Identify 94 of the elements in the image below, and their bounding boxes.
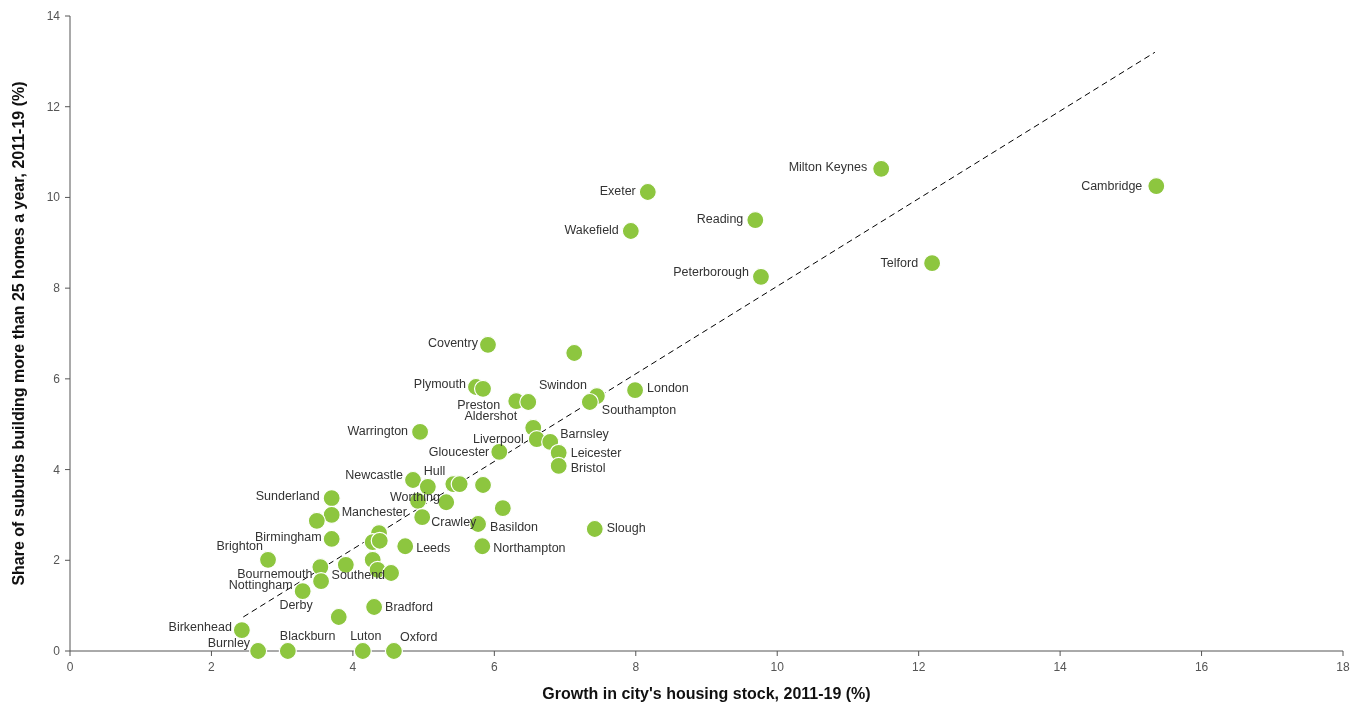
annotation: Reading xyxy=(696,212,744,227)
annotation: Plymouth xyxy=(413,377,466,392)
point xyxy=(751,267,771,286)
point xyxy=(585,519,604,539)
y-tick-label: 2 xyxy=(53,553,61,568)
annotation: Bristol xyxy=(570,460,606,475)
y-tick-label: 8 xyxy=(53,281,61,296)
point xyxy=(746,211,765,230)
x-tick-label: 12 xyxy=(911,660,926,674)
annotation: Sunderland xyxy=(255,489,320,504)
x-tick-label: 2 xyxy=(208,660,216,674)
point xyxy=(384,641,404,661)
annotation: Liverpool xyxy=(473,432,524,447)
y-tick-label: 0 xyxy=(53,644,61,658)
annotation: Warrington xyxy=(347,423,409,438)
annotation: Oxford xyxy=(399,630,438,644)
annotation: Southend xyxy=(331,567,386,582)
annotation: Derby xyxy=(279,597,314,612)
annotation: Exeter xyxy=(599,183,636,198)
annotation: Aldershot xyxy=(464,408,518,423)
point xyxy=(329,607,348,627)
annotation: Manchester xyxy=(341,504,407,519)
x-tick-label: 14 xyxy=(1053,660,1068,674)
annotation: Leeds xyxy=(416,541,451,556)
annotation: Telford xyxy=(880,256,919,271)
x-tick-label: 16 xyxy=(1194,660,1209,674)
y-tick-label: 10 xyxy=(46,190,61,205)
point xyxy=(923,254,942,273)
annotation: Newcastle xyxy=(345,468,404,482)
x-tick-label: 18 xyxy=(1336,660,1350,674)
annotation: Milton Keynes xyxy=(788,159,868,174)
annotation: London xyxy=(647,381,689,396)
x-tick-label: 4 xyxy=(349,660,357,674)
annotation: Barnsley xyxy=(560,426,610,441)
annotation: Swindon xyxy=(538,378,587,393)
point xyxy=(625,381,645,400)
annotation: Nottingham xyxy=(228,578,293,593)
point xyxy=(473,475,493,495)
point xyxy=(1147,176,1166,196)
point xyxy=(872,159,891,178)
point xyxy=(580,392,599,412)
point xyxy=(307,511,326,530)
point xyxy=(396,537,415,556)
annotation: Birkenhead xyxy=(168,620,232,635)
annotation: Gloucester xyxy=(428,444,490,459)
point xyxy=(437,493,456,512)
y-tick-label: 4 xyxy=(53,462,61,477)
point xyxy=(311,572,331,591)
x-axis-title: Growth in city's housing stock, 2011-19 (%) xyxy=(542,685,871,702)
x-tick-label: 0 xyxy=(66,660,74,674)
point xyxy=(249,641,268,661)
point xyxy=(549,456,568,476)
y-axis-title: Share of suburbs building more than 25 homes a year, 2011-19 (%) xyxy=(10,81,27,586)
point xyxy=(413,508,432,527)
x-tick-label: 8 xyxy=(632,660,640,674)
annotation: Coventry xyxy=(427,335,479,350)
annotation: Blackburn xyxy=(279,629,336,643)
point xyxy=(322,505,341,525)
annotation: Cambridge xyxy=(1081,179,1143,194)
y-tick-label: 14 xyxy=(46,9,61,23)
point xyxy=(365,597,384,617)
point xyxy=(370,531,389,550)
annotation: Northampton xyxy=(493,541,566,556)
point xyxy=(478,335,498,354)
y-tick-label: 6 xyxy=(53,371,61,386)
point xyxy=(232,621,251,640)
point xyxy=(565,343,584,363)
x-tick-label: 6 xyxy=(490,660,498,674)
point xyxy=(293,582,312,601)
point xyxy=(473,379,493,398)
annotation: Basildon xyxy=(490,520,539,534)
point xyxy=(322,529,341,549)
annotation: Southampton xyxy=(601,402,677,417)
x-tick-label: 10 xyxy=(770,660,785,674)
point xyxy=(353,641,372,661)
annotation: Slough xyxy=(606,520,646,535)
point xyxy=(493,499,512,518)
point xyxy=(638,182,657,202)
point xyxy=(519,392,538,412)
annotation: Bradford xyxy=(385,600,434,614)
annotation: Hull xyxy=(423,463,446,478)
point xyxy=(278,641,297,661)
annotation: Leicester xyxy=(570,445,622,460)
point xyxy=(473,537,492,556)
point xyxy=(403,470,423,490)
point xyxy=(410,422,430,442)
point xyxy=(621,221,640,241)
y-tick-label: 12 xyxy=(46,99,61,114)
annotation: Burnley xyxy=(207,636,251,650)
point xyxy=(450,474,469,494)
annotation: Wakefield xyxy=(564,222,619,237)
annotation: Peterborough xyxy=(673,264,749,279)
annotation: Luton xyxy=(350,629,382,643)
point xyxy=(322,489,341,508)
